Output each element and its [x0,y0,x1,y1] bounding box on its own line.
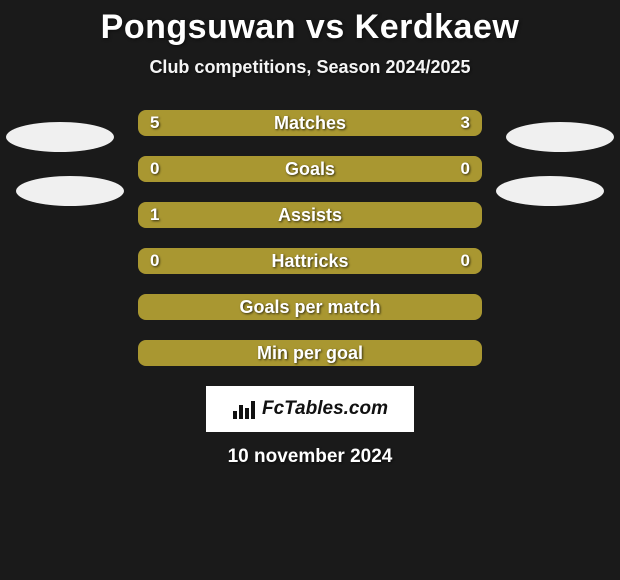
subtitle: Club competitions, Season 2024/2025 [0,57,620,78]
stat-bar-track [138,294,482,320]
stat-row: Min per goal [0,340,620,366]
left-bar [138,294,482,320]
stat-row: 00Hattricks [0,248,620,274]
stat-bar-track [138,202,482,228]
stat-row: 53Matches [0,110,620,136]
left-bar [138,156,482,182]
stat-row: 1Assists [0,202,620,228]
stat-row: 00Goals [0,156,620,182]
bar-chart-icon [232,399,256,419]
footer-date: 10 november 2024 [0,446,620,468]
left-bar [138,110,353,136]
page-title: Pongsuwan vs Kerdkaew [0,8,620,47]
left-bar [138,340,482,366]
stats-chart: 53Matches00Goals1Assists00HattricksGoals… [0,110,620,366]
right-value: 0 [461,248,470,274]
left-value: 1 [150,202,159,228]
left-value: 5 [150,110,159,136]
stat-row: Goals per match [0,294,620,320]
right-value: 0 [461,156,470,182]
brand-text: FcTables.com [262,398,388,420]
stat-bar-track [138,110,482,136]
h2h-comparison-card: Pongsuwan vs Kerdkaew Club competitions,… [0,0,620,580]
stat-bar-track [138,156,482,182]
brand-badge: FcTables.com [206,386,414,432]
left-bar [138,248,482,274]
stat-bar-track [138,340,482,366]
left-value: 0 [150,156,159,182]
left-bar [138,202,482,228]
stat-bar-track [138,248,482,274]
left-value: 0 [150,248,159,274]
right-value: 3 [461,110,470,136]
